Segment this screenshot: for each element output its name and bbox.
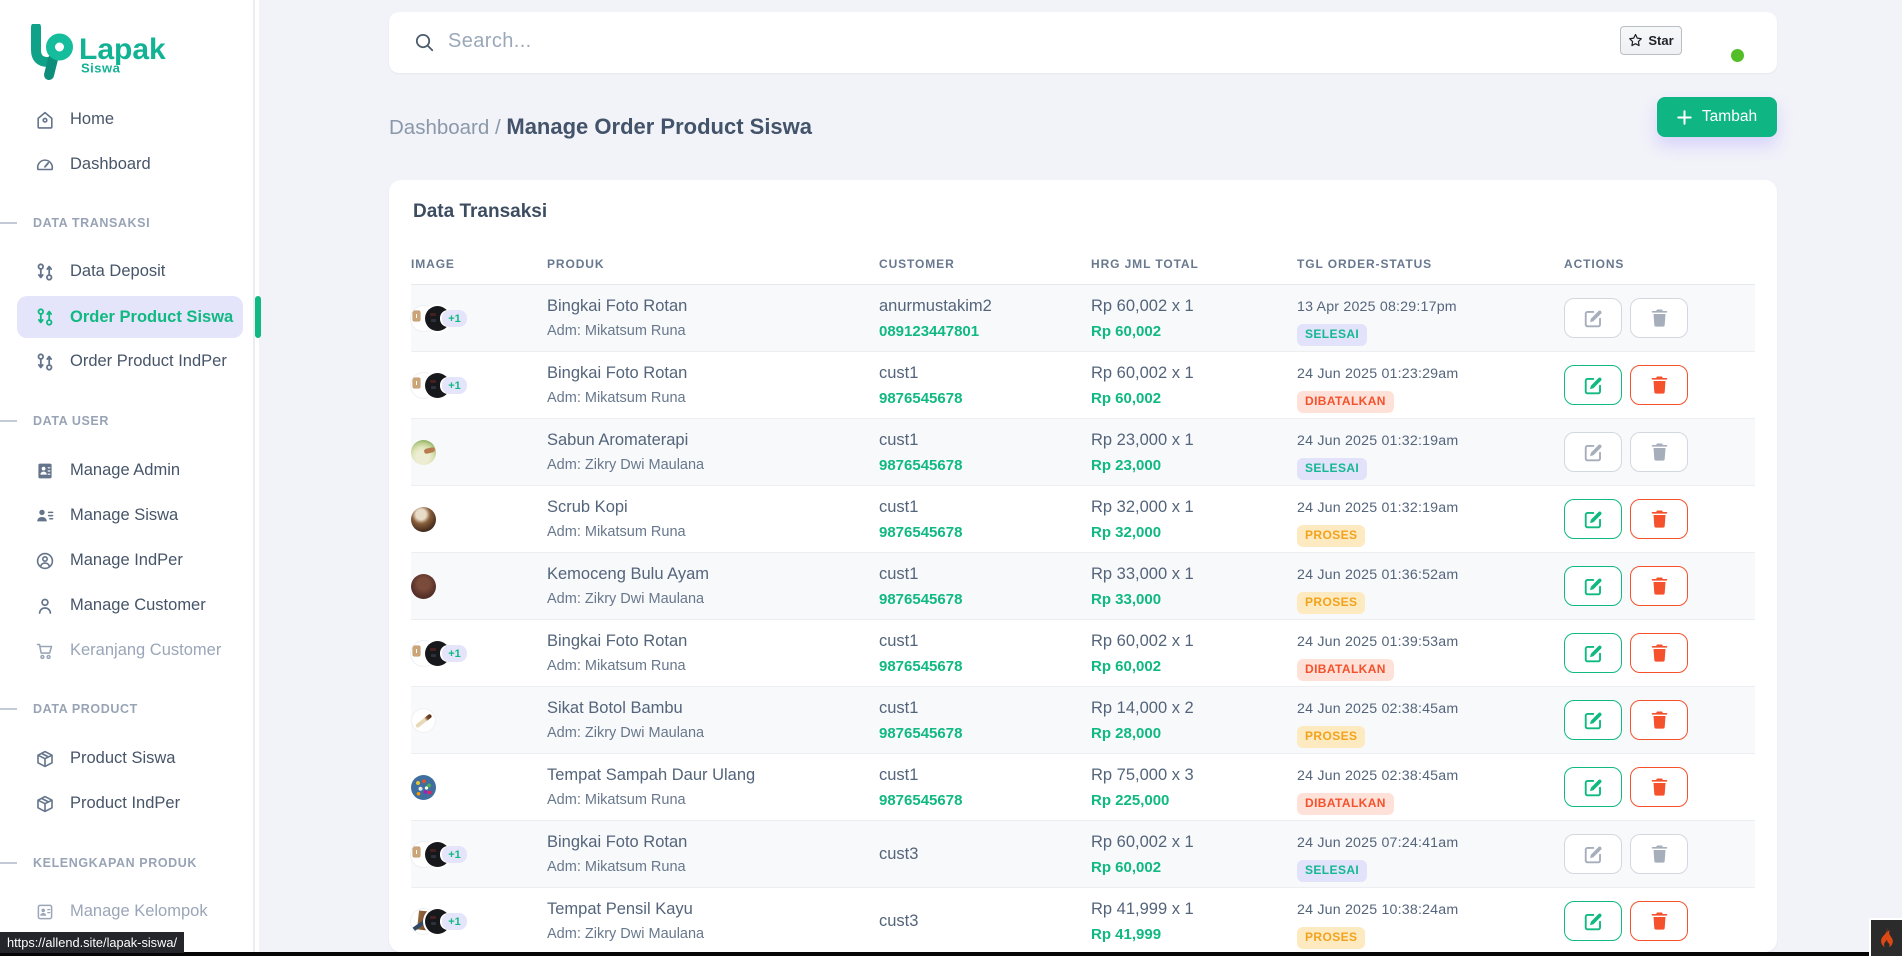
svg-text:Lapak: Lapak: [79, 33, 166, 66]
svg-text:Siswa: Siswa: [81, 61, 121, 76]
